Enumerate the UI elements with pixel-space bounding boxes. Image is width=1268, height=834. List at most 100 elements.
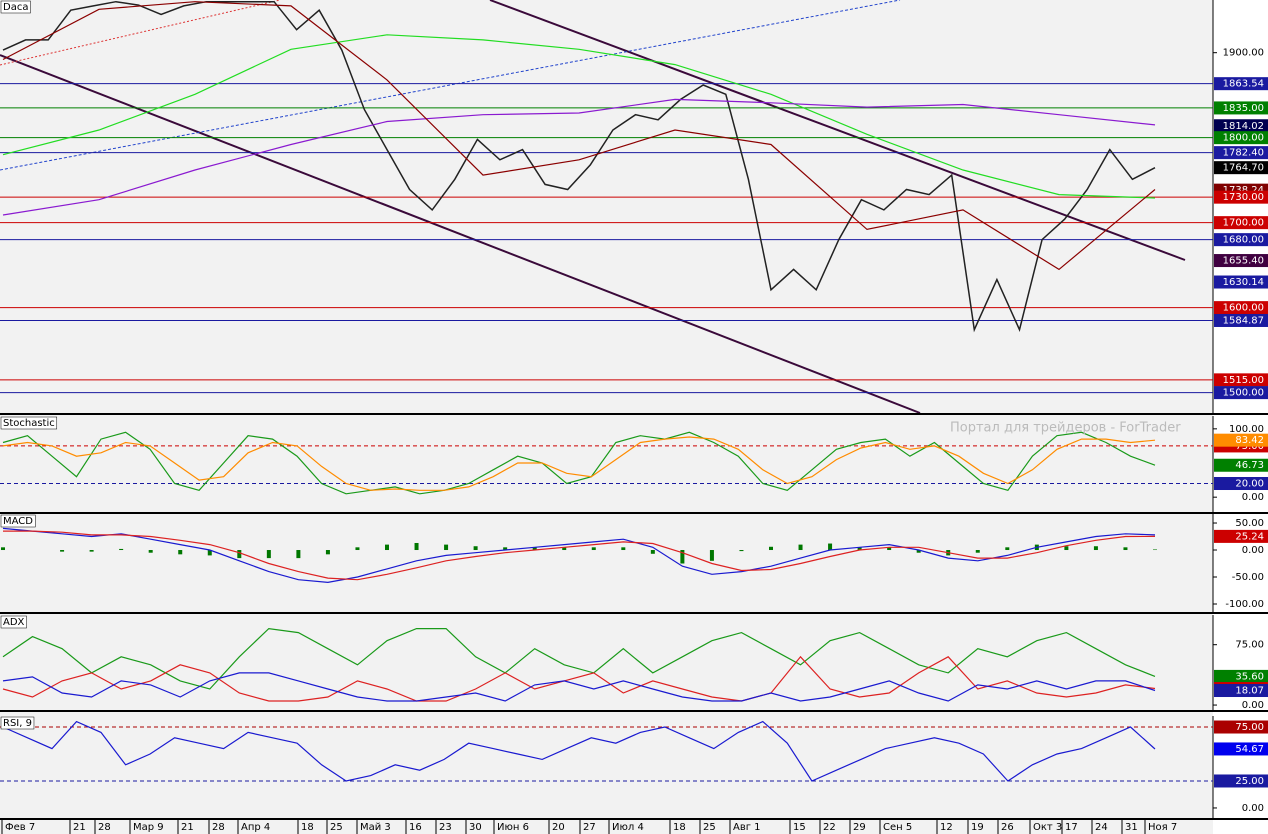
level-box <box>1214 275 1268 289</box>
histogram-bar <box>739 550 744 552</box>
x-tick-label: 21 <box>73 822 86 833</box>
x-tick-label: 12 <box>940 822 953 833</box>
level-label: 35.60 <box>1235 671 1264 682</box>
level-box <box>1214 131 1268 145</box>
histogram-bar <box>591 547 596 551</box>
y-tick-label: -50.00 <box>1232 572 1264 583</box>
level-box <box>1214 301 1268 315</box>
histogram-bar <box>237 550 242 559</box>
level-label: 1630.14 <box>1223 277 1264 288</box>
histogram-bar <box>887 547 892 551</box>
histogram-bar <box>325 550 330 555</box>
histogram-bar <box>769 546 773 551</box>
x-tick-label: 27 <box>583 822 596 833</box>
x-tick-label: 18 <box>301 822 314 833</box>
level-label: 1600.00 <box>1223 303 1264 314</box>
y-tick-label: -100.00 <box>1225 599 1264 610</box>
level-label: 1814.02 <box>1223 121 1264 132</box>
level-box <box>1214 216 1268 230</box>
level-box <box>1214 720 1268 734</box>
level-box <box>1214 233 1268 247</box>
histogram-bar <box>89 550 94 552</box>
level-label: 1680.00 <box>1223 235 1264 246</box>
level-box <box>1214 146 1268 160</box>
x-tick-label: Июл 4 <box>612 822 644 833</box>
histogram-bar <box>798 544 803 551</box>
series-line <box>2 627 1156 690</box>
x-tick-label: 23 <box>439 822 452 833</box>
histogram-bar <box>562 547 567 551</box>
histogram-bar <box>1064 546 1069 551</box>
series-line <box>3 530 1156 581</box>
x-tick-label: Июн 6 <box>497 822 529 833</box>
histogram-bar <box>650 550 655 554</box>
x-tick-label: Окт 3 <box>1033 822 1062 833</box>
x-tick-label: Май 3 <box>360 822 391 833</box>
level-box <box>1214 119 1268 133</box>
x-tick-label: 18 <box>673 822 686 833</box>
panel-title-bg <box>0 615 27 629</box>
x-tick-label: 17 <box>1065 822 1078 833</box>
x-tick-label: 28 <box>98 822 111 833</box>
histogram-bar <box>916 550 921 553</box>
level-label: 25.00 <box>1235 776 1264 787</box>
y-tick-label: 0.00 <box>1242 700 1264 711</box>
watermark: Портал для трейдеров - ForTrader <box>950 421 1181 436</box>
series-line <box>2 0 1156 333</box>
histogram-bar <box>680 550 685 564</box>
level-label: 1500.00 <box>1223 388 1264 399</box>
x-tick-label: 24 <box>1095 822 1108 833</box>
x-tick-label: Ноя 7 <box>1148 822 1177 833</box>
level-box <box>1214 433 1268 447</box>
level-label: 1764.70 <box>1223 163 1264 174</box>
histogram-bar <box>473 546 478 551</box>
trend-lines <box>0 0 1186 414</box>
histogram-bar <box>857 547 862 551</box>
level-box <box>1214 77 1268 91</box>
histogram-bar <box>709 550 714 561</box>
level-box <box>1214 101 1268 115</box>
x-tick-label: 22 <box>823 822 836 833</box>
histogram-bar <box>444 544 449 551</box>
panel-title-bg <box>0 416 58 430</box>
x-tick-label: 30 <box>469 822 482 833</box>
x-tick-label: Мар 9 <box>133 822 164 833</box>
level-box <box>1214 161 1268 175</box>
histogram-bar <box>621 547 626 551</box>
x-tick-label: 15 <box>793 822 806 833</box>
x-tick-label: Авг 1 <box>733 822 761 833</box>
histogram-bar <box>178 550 183 555</box>
level-label: 54.67 <box>1235 744 1264 755</box>
trend-line <box>0 0 901 171</box>
level-label: 75.00 <box>1235 722 1264 733</box>
x-tick-label: 26 <box>1001 822 1014 833</box>
level-box <box>1214 774 1268 788</box>
x-tick-label: Апр 4 <box>241 822 270 833</box>
x-tick-label: 19 <box>971 822 984 833</box>
y-tick-label: 0.00 <box>1242 545 1264 556</box>
histogram-bar <box>1093 546 1098 551</box>
series-line <box>2 1 1156 271</box>
level-label: 1738.24 <box>1223 185 1264 196</box>
histogram-bar <box>975 550 980 553</box>
histogram-bar <box>1123 547 1128 551</box>
level-label: 46.73 <box>1235 460 1264 471</box>
histogram-bar <box>119 548 124 551</box>
x-tick-label: Сен 5 <box>883 822 912 833</box>
level-box <box>1214 386 1268 400</box>
x-tick-label: 25 <box>330 822 343 833</box>
panel-title: Stochastic <box>3 418 55 429</box>
level-box <box>1214 529 1268 543</box>
x-tick-label: Фев 7 <box>5 822 35 833</box>
panel-title-bg <box>0 716 35 730</box>
histogram-bar <box>385 544 389 551</box>
level-label: 18.07 <box>1235 686 1264 697</box>
histogram-bar <box>1005 547 1010 551</box>
level-label: 20.00 <box>1235 479 1264 490</box>
level-box <box>1214 254 1268 268</box>
level-label: 1515.00 <box>1223 375 1264 386</box>
level-label: 1863.54 <box>1223 79 1264 90</box>
level-box <box>1214 313 1268 327</box>
series-line <box>2 34 1156 199</box>
